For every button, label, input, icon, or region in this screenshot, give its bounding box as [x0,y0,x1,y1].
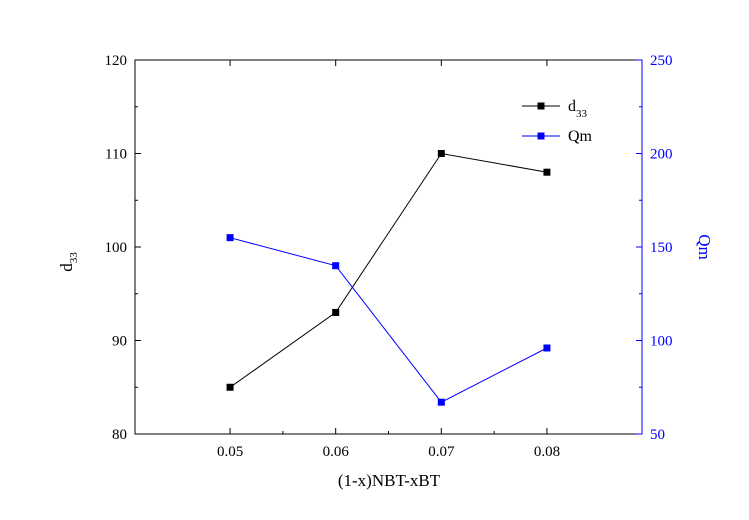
left-axis-label-main: d [57,263,76,272]
right-tick-label: 250 [650,53,673,69]
series-0-point-2 [437,150,445,157]
left-axis-label-sub: 33 [68,252,80,264]
right-tick-label: 100 [650,334,673,350]
legend-item-d33: d33 [522,98,588,120]
legend-label-qm: Qm [568,128,593,145]
legend-marker-qm [537,132,545,140]
series-0-point-0 [226,383,234,391]
right-tick-label: 50 [650,427,665,443]
right-axis-ticks: 50 100 150 200 250 [636,53,673,443]
series-1-point-0 [226,234,234,242]
left-tick-label: 90 [112,334,127,350]
left-axis-label: d33 [57,252,80,272]
series-1-point-3 [543,344,551,352]
right-tick-label: 150 [650,240,673,256]
series-line-0 [229,152,547,388]
legend-label-d33-main: d [568,98,576,115]
series-0-point-3 [543,168,551,176]
x-tick-label: 0.06 [323,444,350,460]
x-tick-label: 0.07 [428,444,455,460]
left-tick-label: 100 [105,240,128,256]
series-layer [226,150,551,406]
x-tick-label: 0.05 [217,444,243,460]
series-line-1 [229,237,548,403]
left-tick-label: 80 [112,427,127,443]
series-1-point-2 [437,398,445,406]
left-tick-label: 110 [105,147,127,163]
x-tick-label: 0.08 [534,444,560,460]
plot-frame [134,59,643,435]
legend-marker-d33 [537,102,545,110]
legend-label-d33: d33 [568,98,588,120]
right-tick-label: 200 [650,147,673,163]
legend-label-d33-sub: 33 [576,108,588,120]
series-0-point-1 [332,308,340,316]
legend: d33 Qm [522,98,593,145]
right-axis-label: Qm [695,234,714,260]
series-1-point-1 [332,262,340,270]
x-axis-label: (1-x)NBT-xBT [338,471,441,490]
plot-area [134,59,643,435]
left-axis-ticks: 80 90 100 110 120 [105,53,141,443]
left-tick-label: 120 [105,53,128,69]
x-axis-ticks: 0.05 0.06 0.07 0.08 [217,60,560,460]
legend-item-qm: Qm [522,128,593,145]
